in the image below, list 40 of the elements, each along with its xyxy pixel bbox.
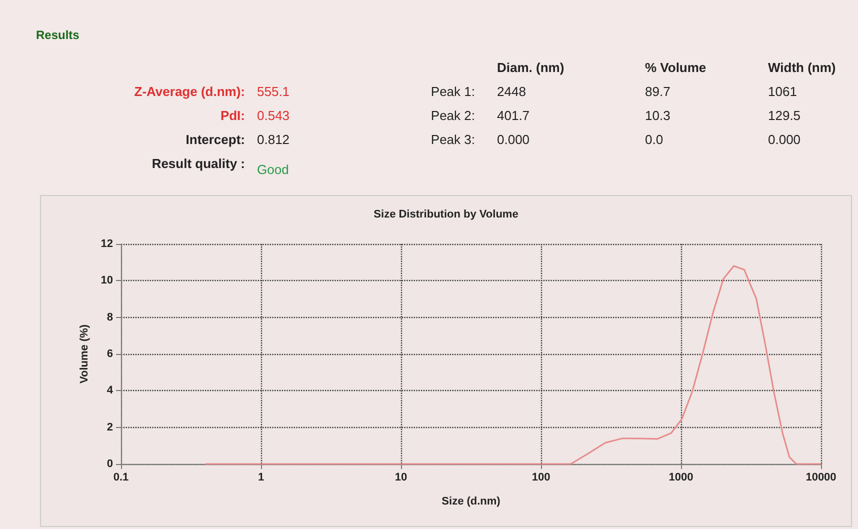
y-tick-label: 4: [106, 384, 114, 397]
y-tick-label: 12: [100, 238, 113, 250]
text: 2448: [497, 84, 526, 99]
text: 89.7: [645, 84, 670, 99]
chart-title: Size Distribution by Volume: [374, 208, 518, 220]
text: 129.5: [768, 108, 801, 123]
text: % Volume: [645, 60, 706, 75]
text: Diam. (nm): [497, 60, 564, 75]
text: Good: [257, 162, 289, 177]
text: 0.0: [645, 132, 664, 147]
text: 0.543: [257, 108, 290, 123]
x-tick-label: 0.1: [113, 472, 129, 484]
x-tick-label: 1: [258, 472, 264, 484]
text: Peak 1:: [430, 84, 475, 99]
text: Results: [36, 28, 80, 42]
text: Peak 3:: [430, 132, 475, 147]
text: Result quality :: [152, 156, 245, 171]
y-tick-label: 0: [106, 458, 113, 470]
text: Peak 2:: [430, 108, 475, 123]
y-tick-label: 6: [106, 348, 113, 360]
text: 0.812: [257, 132, 290, 147]
y-tick-label: 2: [106, 421, 113, 434]
text: 1061: [768, 84, 797, 99]
text: Z-Average (d.nm):: [134, 84, 245, 99]
text: 555.1: [257, 84, 290, 99]
text: 401.7: [497, 108, 530, 123]
text: 0.000: [768, 132, 801, 147]
text: Intercept:: [186, 132, 245, 147]
x-axis-title: Size (d.nm): [442, 496, 501, 508]
y-tick-label: 8: [106, 311, 113, 324]
text: Width (nm): [768, 60, 836, 75]
x-tick-label: 100: [532, 472, 550, 484]
y-axis-title: Volume (%): [78, 324, 90, 384]
x-tick-label: 1000: [668, 472, 694, 484]
text: PdI:: [220, 108, 245, 123]
x-tick-label: 10: [394, 472, 408, 484]
text: 0.000: [497, 132, 530, 147]
text: 10.3: [645, 108, 670, 123]
x-tick-label: 10000: [806, 472, 836, 484]
y-tick-label: 10: [100, 274, 113, 287]
